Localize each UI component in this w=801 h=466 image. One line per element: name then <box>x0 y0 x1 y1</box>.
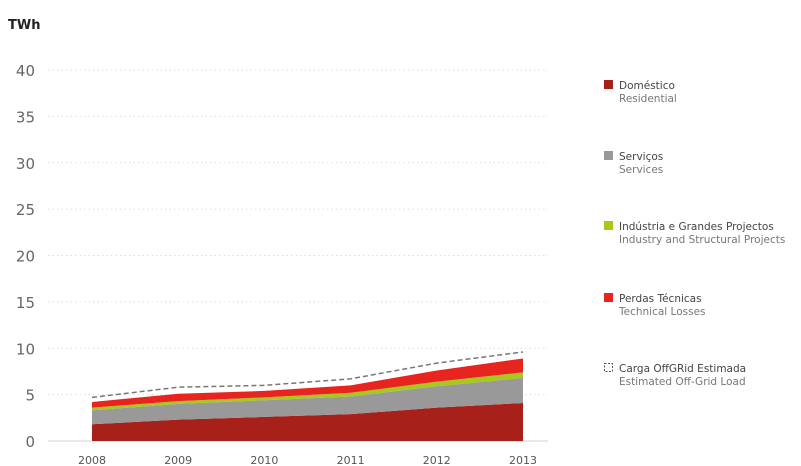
legend-label: Perdas Técnicas <box>619 293 702 305</box>
series-area-0 <box>92 402 523 441</box>
series-offgrid-line <box>91 351 524 399</box>
legend-label: Carga OffGRid Estimada <box>619 363 746 375</box>
area-series <box>91 351 524 441</box>
legend-label: Serviços <box>619 151 663 163</box>
y-tick-label: 25 <box>16 201 35 219</box>
legend-label-en: Services <box>619 164 663 176</box>
series-area-3 <box>92 358 523 408</box>
x-tick-label: 2011 <box>337 454 365 466</box>
x-axis-ticks: 2008 2009 2010 2011 2012 2013 <box>78 454 537 466</box>
legend-swatch <box>604 293 613 302</box>
x-tick-label: 2010 <box>250 454 278 466</box>
series-area-2 <box>92 372 523 411</box>
x-tick-label: 2013 <box>509 454 537 466</box>
y-tick-label: 20 <box>16 248 35 266</box>
legend-label-en: Industry and Structural Projects <box>619 234 785 246</box>
legend-label-en: Technical Losses <box>618 306 706 318</box>
y-tick-label: 30 <box>16 155 35 173</box>
legend-swatch-dashed <box>604 363 613 372</box>
x-tick-label: 2012 <box>423 454 451 466</box>
y-tick-label: 15 <box>16 294 35 312</box>
x-tick-label: 2009 <box>164 454 192 466</box>
legend-label-en: Estimated Off-Grid Load <box>619 376 746 388</box>
legend-label: Indústria e Grandes Projectos <box>619 221 774 233</box>
legend-swatch <box>604 80 613 89</box>
y-tick-label: 0 <box>25 433 35 451</box>
legend-swatch <box>604 151 613 160</box>
y-tick-label: 35 <box>16 108 35 126</box>
legend-label-en: Residential <box>619 93 677 105</box>
legend-swatch <box>604 221 613 230</box>
legend-label: Doméstico <box>619 80 675 92</box>
y-axis-ticks: 0 5 10 15 20 25 30 35 40 <box>16 62 35 451</box>
y-tick-label: 40 <box>16 62 35 80</box>
x-tick-label: 2008 <box>78 454 106 466</box>
y-tick-label: 10 <box>16 340 35 358</box>
series-area-1 <box>92 377 523 425</box>
y-tick-label: 5 <box>25 387 35 405</box>
y-unit-label: TWh <box>8 18 40 33</box>
